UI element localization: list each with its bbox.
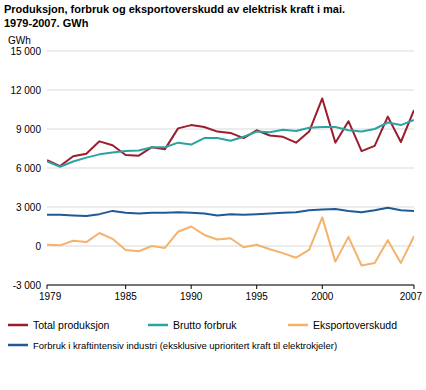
- y-tick-label: 12 000: [10, 85, 41, 96]
- x-tick-label: 1995: [246, 291, 269, 302]
- x-tick-label: 1985: [115, 291, 138, 302]
- legend-swatch: [288, 324, 308, 327]
- y-tick-label: 0: [35, 241, 41, 252]
- series-line: [47, 208, 414, 216]
- plot-area: [47, 98, 414, 265]
- legend-swatch: [8, 344, 28, 347]
- title: Produksjon, forbruk og eksportoverskudd …: [4, 2, 364, 30]
- series-line: [47, 98, 414, 166]
- x-tick: [191, 285, 192, 289]
- grid-line: [47, 246, 414, 247]
- x-tick: [256, 285, 257, 289]
- x-tick-label: 2000: [311, 291, 334, 302]
- legend-swatch: [8, 324, 28, 327]
- x-tick: [322, 285, 323, 289]
- grid-line: [47, 90, 414, 91]
- legend-label: Forbruk i kraftintensiv industri (eksklu…: [33, 340, 337, 351]
- y-tick-label: -3 000: [13, 280, 42, 291]
- x-tick-label: 1979: [39, 291, 62, 302]
- grid-line: [47, 51, 414, 52]
- y-tick-label: 3 000: [16, 202, 41, 213]
- x-tick: [47, 285, 48, 289]
- x-tick: [125, 285, 126, 289]
- legend-label: Eksportoverskudd: [313, 319, 397, 331]
- chart: GWh -3 000 0 3 000 6 000 9 000 12 000 15 000 197…: [0, 0, 426, 390]
- series-line: [47, 120, 414, 167]
- grid-line: [47, 207, 414, 208]
- legend-label: Total produksjon: [33, 319, 110, 331]
- y-label: GWh: [8, 35, 31, 46]
- y-tick-label: 9 000: [16, 124, 41, 135]
- legend-label: Brutto forbruk: [173, 319, 237, 331]
- grid-line: [47, 129, 414, 130]
- x-tick: [414, 285, 415, 289]
- grid-line: [47, 285, 414, 286]
- series-line: [47, 217, 414, 265]
- legend-swatch: [148, 324, 168, 327]
- x-tick-label: 2007: [400, 291, 423, 302]
- x-axis: [47, 285, 414, 286]
- y-tick-label: 6 000: [16, 163, 41, 174]
- x-tick-label: 1990: [180, 291, 203, 302]
- grid-line: [47, 168, 414, 169]
- y-tick-label: 15 000: [10, 46, 41, 57]
